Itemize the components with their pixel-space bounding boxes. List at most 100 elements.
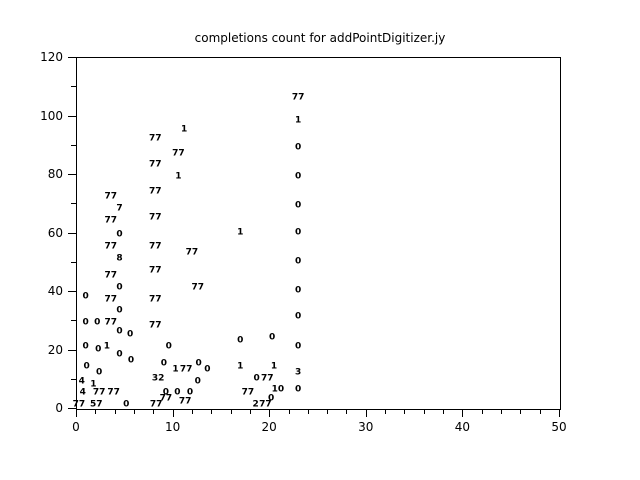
data-point: 3 — [295, 367, 302, 378]
x-tick-major — [172, 409, 174, 417]
y-tick-minor — [71, 203, 76, 205]
x-tick-minor — [249, 409, 251, 414]
data-point: 77 — [179, 364, 193, 375]
data-point: 77 — [148, 212, 162, 223]
data-point: 0 — [295, 200, 302, 211]
data-point: 0 — [295, 227, 302, 237]
data-point: 0 — [94, 317, 101, 328]
data-point: 77 — [104, 270, 118, 281]
data-point: 0 — [295, 256, 302, 267]
x-tick-minor — [153, 409, 155, 414]
y-tick-label: 60 — [47, 225, 63, 240]
plot-frame — [76, 57, 561, 410]
data-point: 0 — [116, 349, 123, 360]
y-tick-label: 80 — [47, 167, 63, 181]
data-point: 77 — [107, 387, 120, 398]
data-point: 1 — [172, 364, 179, 375]
data-point: 77 — [259, 399, 272, 410]
x-tick-minor — [95, 409, 97, 414]
data-point: 77 — [148, 320, 162, 331]
data-point: 77 — [148, 133, 162, 144]
data-point: 57 — [90, 399, 103, 410]
data-point: 0 — [96, 367, 103, 378]
data-point: 1 — [295, 115, 302, 126]
x-tick-minor — [423, 409, 425, 414]
data-point: 77 — [241, 387, 255, 398]
page-title: completions count for addPointDigitizer.… — [194, 31, 446, 45]
data-point: 0 — [295, 341, 302, 352]
x-tick-major — [559, 409, 560, 417]
x-tick-minor — [191, 409, 193, 414]
data-point: 77 — [148, 241, 162, 252]
data-point: 0 — [237, 335, 244, 346]
y-tick-label: 120 — [40, 50, 63, 64]
y-tick-major — [68, 291, 76, 292]
data-point: 8 — [116, 253, 123, 264]
data-point: 0 — [174, 387, 181, 398]
y-tick-minor — [71, 144, 76, 146]
data-point: 0 — [268, 332, 276, 343]
x-tick-label: 40 — [454, 420, 471, 434]
data-point: 4 — [79, 387, 86, 398]
data-point: 0 — [123, 399, 130, 410]
y-tick-label: 40 — [47, 284, 63, 298]
x-tick-major — [269, 409, 271, 417]
data-point: 4 — [78, 376, 85, 387]
y-tick-major — [68, 408, 76, 409]
y-tick-major — [68, 115, 76, 117]
y-tick-major — [68, 349, 76, 351]
x-tick-minor — [288, 409, 290, 414]
data-point: 77 — [185, 247, 199, 258]
data-point: 32 — [151, 373, 165, 384]
data-point: 0 — [116, 229, 123, 240]
x-tick-label: 0 — [72, 420, 80, 434]
y-tick-minor — [71, 320, 76, 322]
y-tick-minor — [71, 261, 76, 263]
data-point: 77 — [148, 186, 162, 197]
data-point: 0 — [253, 373, 260, 384]
y-tick-minor — [71, 86, 76, 88]
data-point: 77 — [148, 265, 162, 276]
x-tick-minor — [520, 409, 522, 414]
data-point: 0 — [126, 329, 134, 340]
y-tick-label: 20 — [47, 342, 63, 357]
x-tick-minor — [346, 409, 348, 414]
data-point: 77 — [104, 317, 118, 328]
data-point: 0 — [295, 285, 302, 296]
data-point: 0 — [195, 358, 202, 369]
data-point: 77 — [148, 159, 162, 170]
data-point: 77 — [178, 396, 192, 407]
x-tick-major — [462, 409, 464, 417]
data-point: 0 — [116, 326, 123, 337]
x-tick-minor — [114, 409, 116, 414]
data-point: 1 — [237, 227, 244, 237]
data-point: 1 — [237, 361, 244, 372]
data-point: 1 — [90, 379, 97, 390]
data-point: 0 — [186, 387, 194, 398]
data-point: 0 — [82, 291, 89, 302]
y-tick-label: 0 — [55, 401, 63, 415]
data-point: 0 — [295, 311, 302, 322]
data-point: 0 — [295, 384, 302, 395]
x-tick-label: 30 — [358, 420, 374, 434]
data-point: 1 — [270, 361, 278, 372]
data-point: 77 — [72, 399, 86, 410]
data-point: 0 — [116, 282, 123, 293]
data-point: 0 — [82, 317, 89, 328]
data-point: 77 — [104, 241, 118, 252]
data-point: 0 — [82, 341, 89, 352]
x-tick-major — [365, 409, 367, 417]
data-point: 0 — [160, 358, 168, 369]
data-point: 77 — [104, 191, 118, 202]
x-tick-minor — [133, 409, 135, 414]
x-tick-minor — [385, 409, 387, 414]
y-tick-major — [68, 174, 76, 175]
data-point: 0 — [267, 393, 275, 404]
data-point: 1 — [181, 124, 188, 135]
data-point: 0 — [295, 171, 302, 182]
x-tick-label: 50 — [551, 420, 567, 434]
x-tick-minor — [443, 409, 445, 414]
data-point: 77 — [149, 399, 163, 410]
y-tick-major — [68, 232, 76, 234]
y-tick-label: 100 — [40, 108, 63, 123]
